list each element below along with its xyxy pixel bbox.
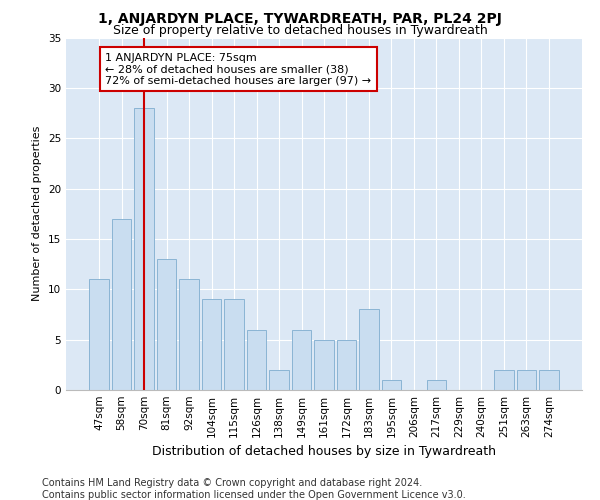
Text: Contains HM Land Registry data © Crown copyright and database right 2024.
Contai: Contains HM Land Registry data © Crown c…	[42, 478, 466, 500]
Bar	[157, 259, 176, 390]
Bar	[427, 380, 446, 390]
Bar	[89, 279, 109, 390]
Bar	[539, 370, 559, 390]
Bar	[179, 279, 199, 390]
Bar	[517, 370, 536, 390]
Bar	[112, 219, 131, 390]
X-axis label: Distribution of detached houses by size in Tywardreath: Distribution of detached houses by size …	[152, 446, 496, 458]
Text: Size of property relative to detached houses in Tywardreath: Size of property relative to detached ho…	[113, 24, 487, 37]
Text: 1, ANJARDYN PLACE, TYWARDREATH, PAR, PL24 2PJ: 1, ANJARDYN PLACE, TYWARDREATH, PAR, PL2…	[98, 12, 502, 26]
Y-axis label: Number of detached properties: Number of detached properties	[32, 126, 43, 302]
Bar	[247, 330, 266, 390]
Bar	[134, 108, 154, 390]
Bar	[359, 310, 379, 390]
Bar	[494, 370, 514, 390]
Bar	[224, 300, 244, 390]
Bar	[337, 340, 356, 390]
Bar	[382, 380, 401, 390]
Text: 1 ANJARDYN PLACE: 75sqm
← 28% of detached houses are smaller (38)
72% of semi-de: 1 ANJARDYN PLACE: 75sqm ← 28% of detache…	[106, 52, 371, 86]
Bar	[292, 330, 311, 390]
Bar	[314, 340, 334, 390]
Bar	[202, 300, 221, 390]
Bar	[269, 370, 289, 390]
